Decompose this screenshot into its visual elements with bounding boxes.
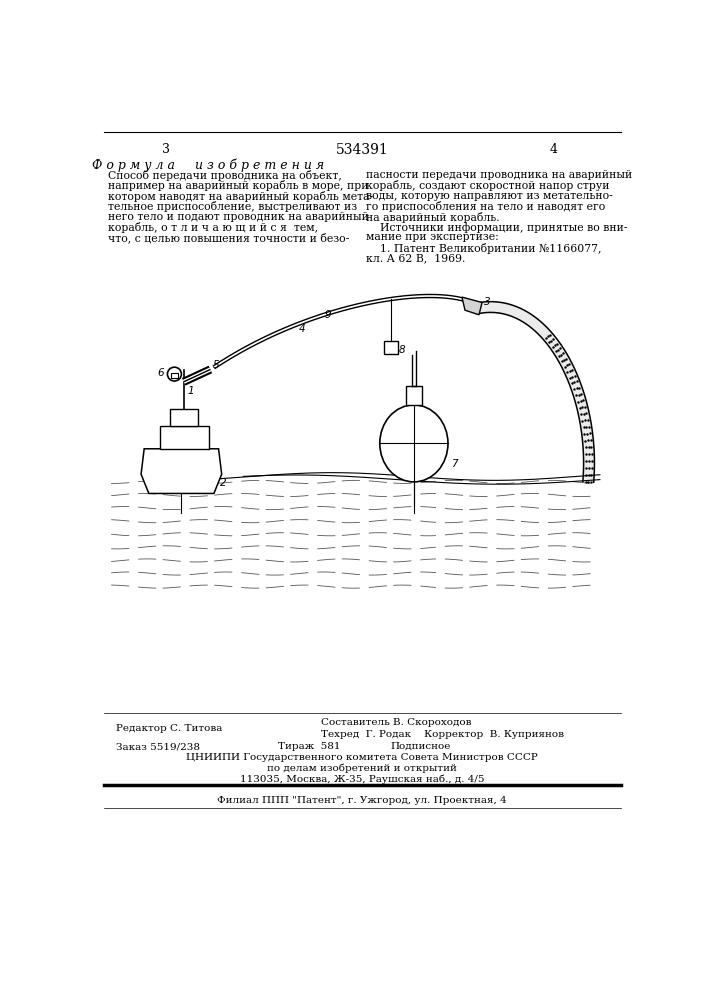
Text: Ф о р м у л а     и з о б р е т е н и я: Ф о р м у л а и з о б р е т е н и я <box>93 158 325 172</box>
Text: Заказ 5519/238: Заказ 5519/238 <box>115 742 199 751</box>
Text: что, с целью повышения точности и безо-: что, с целью повышения точности и безо- <box>107 232 349 243</box>
Text: 534391: 534391 <box>336 143 388 157</box>
Text: Техред  Г. Родак    Корректор  В. Куприянов: Техред Г. Родак Корректор В. Куприянов <box>321 730 564 739</box>
Polygon shape <box>406 386 421 405</box>
Polygon shape <box>462 297 482 315</box>
Text: 4: 4 <box>298 324 305 334</box>
Text: котором наводят на аварийный корабль мета-: котором наводят на аварийный корабль мет… <box>107 191 373 202</box>
Text: 1: 1 <box>187 386 194 396</box>
Text: корабль, создают скоростной напор струи: корабль, создают скоростной напор струи <box>366 180 609 191</box>
Polygon shape <box>474 302 595 482</box>
Text: пасности передачи проводника на аварийный: пасности передачи проводника на аварийны… <box>366 170 632 180</box>
Text: Филиал ППП "Патент", г. Ужгород, ул. Проектная, 4: Филиал ППП "Патент", г. Ужгород, ул. Про… <box>217 796 507 805</box>
Text: него тело и подают проводник на аварийный: него тело и подают проводник на аварийны… <box>107 212 368 222</box>
Text: ЦНИИПИ Государственного комитета Совета Министров СССР: ЦНИИПИ Государственного комитета Совета … <box>186 753 538 762</box>
Text: кл. А 62 В,  1969.: кл. А 62 В, 1969. <box>366 253 465 263</box>
Text: корабль, о т л и ч а ю щ и й с я  тем,: корабль, о т л и ч а ю щ и й с я тем, <box>107 222 318 233</box>
Text: го приспособления на тело и наводят его: го приспособления на тело и наводят его <box>366 201 605 212</box>
Text: 3: 3 <box>484 297 490 307</box>
Bar <box>384 341 397 354</box>
Text: 1. Патент Великобритании №1166077,: 1. Патент Великобритании №1166077, <box>366 243 602 254</box>
Text: по делам изобретений и открытий: по делам изобретений и открытий <box>267 764 457 773</box>
Text: Способ передачи проводника на объект,: Способ передачи проводника на объект, <box>107 170 341 181</box>
Text: 113035, Москва, Ж-35, Раушская наб., д. 4/5: 113035, Москва, Ж-35, Раушская наб., д. … <box>240 774 484 784</box>
Text: 9: 9 <box>325 310 331 320</box>
Polygon shape <box>170 373 178 378</box>
Text: на аварийный корабль.: на аварийный корабль. <box>366 212 499 223</box>
Circle shape <box>168 367 182 381</box>
Text: Подписное: Подписное <box>391 742 451 751</box>
Text: воды, которую направляют из метательно-: воды, которую направляют из метательно- <box>366 191 612 201</box>
Text: Источники информации, принятые во вни-: Источники информации, принятые во вни- <box>366 222 627 233</box>
Text: мание при экспертизе:: мание при экспертизе: <box>366 232 498 242</box>
Text: тельное приспособление, выстреливают из: тельное приспособление, выстреливают из <box>107 201 357 212</box>
Text: 2: 2 <box>220 478 227 488</box>
Text: Тираж  581: Тираж 581 <box>279 742 341 751</box>
Text: 4: 4 <box>549 143 557 156</box>
Text: 7: 7 <box>451 459 457 469</box>
Text: Редактор С. Титова: Редактор С. Титова <box>115 724 222 733</box>
Text: Составитель В. Скороходов: Составитель В. Скороходов <box>321 718 472 727</box>
Polygon shape <box>170 409 199 426</box>
Text: 8: 8 <box>399 345 406 355</box>
Polygon shape <box>160 426 209 449</box>
Polygon shape <box>141 449 222 493</box>
Text: например на аварийный корабль в море, при: например на аварийный корабль в море, пр… <box>107 180 368 191</box>
Ellipse shape <box>380 405 448 482</box>
Text: 3: 3 <box>162 143 170 156</box>
Text: 5: 5 <box>213 360 219 370</box>
Text: 6: 6 <box>158 368 164 378</box>
